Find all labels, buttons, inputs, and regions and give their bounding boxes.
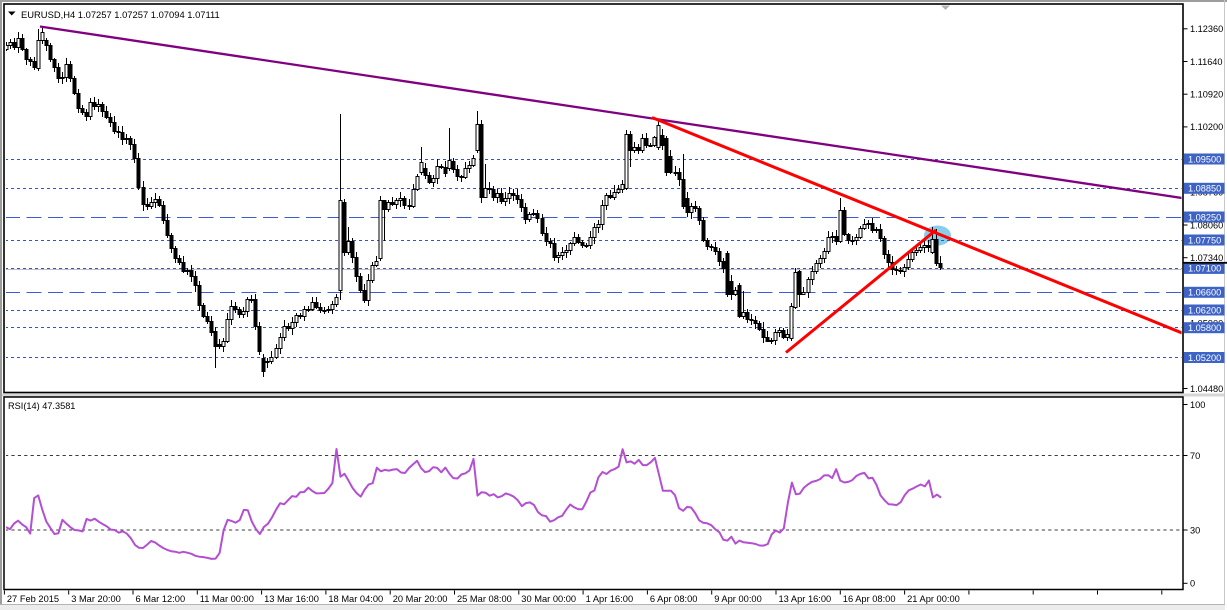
svg-text:25 Mar 08:00: 25 Mar 08:00 <box>457 594 512 604</box>
svg-text:27 Feb 2015: 27 Feb 2015 <box>7 594 59 604</box>
svg-text:1.12360: 1.12360 <box>1190 24 1223 34</box>
svg-text:30 Mar 00:00: 30 Mar 00:00 <box>521 594 576 604</box>
svg-text:RSI(14) 47.3581: RSI(14) 47.3581 <box>8 401 75 411</box>
svg-text:1 Apr 16:00: 1 Apr 16:00 <box>586 594 634 604</box>
svg-text:1.08250: 1.08250 <box>1188 212 1221 222</box>
svg-text:1.06600: 1.06600 <box>1188 288 1221 298</box>
svg-text:1.08850: 1.08850 <box>1188 184 1221 194</box>
svg-text:1.07100: 1.07100 <box>1188 264 1221 274</box>
svg-text:1.10200: 1.10200 <box>1190 122 1223 132</box>
svg-text:EURUSD,H4 1.07257 1.07257 1.0: EURUSD,H4 1.07257 1.07257 1.07094 1.0711… <box>21 9 220 20</box>
svg-text:100: 100 <box>1190 400 1205 410</box>
svg-text:1.06200: 1.06200 <box>1188 305 1221 315</box>
svg-text:0: 0 <box>1190 579 1195 589</box>
svg-text:1.07750: 1.07750 <box>1188 235 1221 245</box>
svg-text:9 Apr 00:00: 9 Apr 00:00 <box>714 594 762 604</box>
svg-text:30: 30 <box>1190 525 1200 535</box>
svg-text:1.05200: 1.05200 <box>1188 353 1221 363</box>
svg-text:6 Apr 08:00: 6 Apr 08:00 <box>650 594 698 604</box>
svg-text:21 Apr 00:00: 21 Apr 00:00 <box>907 594 960 604</box>
svg-text:1.05800: 1.05800 <box>1188 323 1221 333</box>
svg-text:70: 70 <box>1190 451 1200 461</box>
svg-text:13 Mar 16:00: 13 Mar 16:00 <box>264 594 319 604</box>
svg-text:6 Mar 12:00: 6 Mar 12:00 <box>136 594 186 604</box>
svg-text:1.08060: 1.08060 <box>1190 220 1223 230</box>
svg-text:1.11640: 1.11640 <box>1190 57 1223 67</box>
svg-text:11 Mar 00:00: 11 Mar 00:00 <box>200 594 254 604</box>
svg-text:1.07340: 1.07340 <box>1190 253 1223 263</box>
svg-text:20 Mar 20:00: 20 Mar 20:00 <box>393 594 448 604</box>
svg-text:16 Apr 08:00: 16 Apr 08:00 <box>843 594 896 604</box>
svg-text:18 Mar 04:00: 18 Mar 04:00 <box>328 594 383 604</box>
svg-text:3 Mar 20:00: 3 Mar 20:00 <box>71 594 121 604</box>
svg-text:13 Apr 16:00: 13 Apr 16:00 <box>779 594 832 604</box>
svg-text:1.10920: 1.10920 <box>1190 90 1223 100</box>
svg-text:1.09500: 1.09500 <box>1188 154 1221 164</box>
svg-text:1.04480: 1.04480 <box>1190 384 1223 394</box>
